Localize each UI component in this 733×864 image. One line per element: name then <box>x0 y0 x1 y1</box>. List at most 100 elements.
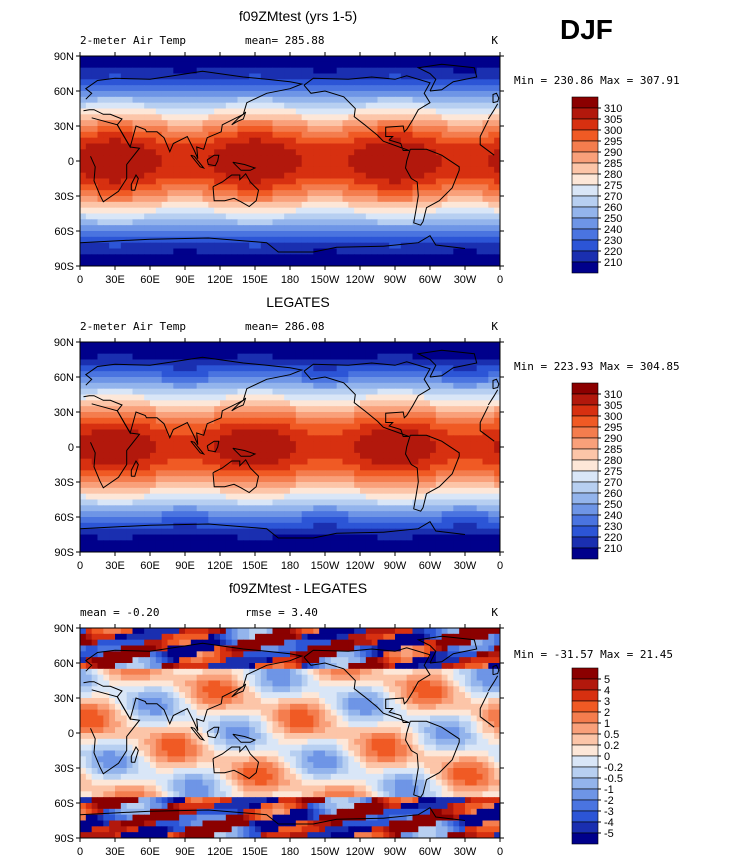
panel-title: f09ZMtest (yrs 1-5) <box>239 8 357 24</box>
lon-tick-label: 30W <box>454 560 477 572</box>
panel-units: K <box>491 606 498 619</box>
colorbar-label: 250 <box>604 213 622 225</box>
colorbar-label: 270 <box>604 477 622 489</box>
coastline <box>190 154 206 170</box>
coastline <box>303 361 431 437</box>
colorbar-swatch <box>571 228 599 241</box>
colorbar-label: -2 <box>604 795 614 807</box>
panel-units: K <box>491 34 498 47</box>
colorbar <box>571 96 601 274</box>
panel-minmax: Min = -31.57 Max = 21.45 <box>514 648 673 661</box>
coastline <box>303 75 431 151</box>
lon-tick-label: 90E <box>175 274 195 286</box>
lat-tick-label: 30S <box>54 191 74 203</box>
map-field <box>80 628 500 838</box>
colorbar-swatch <box>571 810 599 823</box>
colorbar-swatch <box>571 459 599 472</box>
lon-tick-label: 150E <box>242 846 268 858</box>
colorbar-swatch <box>571 426 599 439</box>
coastline <box>232 447 257 457</box>
colorbar-label: 210 <box>604 257 622 269</box>
lon-tick-label: 0 <box>77 846 83 858</box>
coastline <box>190 726 206 742</box>
coastline <box>83 70 304 159</box>
map-field <box>80 56 500 266</box>
coastline <box>303 647 431 723</box>
panel-left-label: 2-meter Air Temp <box>80 320 186 333</box>
colorbar-label: 295 <box>604 136 622 148</box>
coastline <box>416 63 478 92</box>
colorbar-label: 230 <box>604 521 622 533</box>
coastline <box>404 148 460 226</box>
colorbar-label: 210 <box>604 543 622 555</box>
colorbar-label: -0.5 <box>604 773 623 785</box>
colorbar-swatch <box>571 184 599 197</box>
colorbar-swatch <box>571 514 599 527</box>
colorbar-label: 275 <box>604 180 622 192</box>
coastline <box>231 397 247 412</box>
colorbar-swatch <box>571 788 599 801</box>
colorbar-label: 1 <box>604 718 610 730</box>
lat-tick-label: 0 <box>68 442 74 454</box>
colorbar-swatch <box>571 766 599 779</box>
lon-tick-label: 60W <box>419 846 442 858</box>
colorbar-swatch <box>571 799 599 812</box>
map-panel-3 <box>76 624 601 845</box>
lon-tick-label: 120E <box>207 274 233 286</box>
lon-tick-label: 0 <box>77 560 83 572</box>
panel-minmax: Min = 223.93 Max = 304.85 <box>514 360 680 373</box>
colorbar-label: 260 <box>604 488 622 500</box>
coastline <box>83 356 304 445</box>
coastline <box>479 119 495 156</box>
lon-tick-label: 150W <box>311 846 340 858</box>
lat-tick-label: 60N <box>54 86 74 98</box>
colorbar-swatch <box>571 173 599 186</box>
lat-tick-label: 90S <box>54 261 74 273</box>
colorbar-label: 275 <box>604 466 622 478</box>
colorbar-label: 240 <box>604 510 622 522</box>
lon-tick-label: 90W <box>384 274 407 286</box>
coastline <box>130 174 139 191</box>
coastline <box>190 440 206 456</box>
lon-tick-label: 0 <box>497 274 503 286</box>
colorbar-swatch <box>571 711 599 724</box>
colorbar-label: 295 <box>604 422 622 434</box>
colorbar-swatch <box>571 96 599 109</box>
coastline <box>83 642 304 731</box>
lat-tick-label: 60S <box>54 226 74 238</box>
lat-tick-label: 60S <box>54 512 74 524</box>
colorbar-swatch <box>571 437 599 450</box>
lon-tick-label: 90E <box>175 560 195 572</box>
colorbar-swatch <box>571 755 599 768</box>
colorbar-swatch <box>571 689 599 702</box>
lat-tick-label: 30N <box>54 121 74 133</box>
colorbar-swatch <box>571 206 599 219</box>
lon-tick-label: 150W <box>311 274 340 286</box>
coastline <box>479 691 495 728</box>
colorbar <box>571 382 601 560</box>
lat-tick-label: 90N <box>54 623 74 635</box>
coastline <box>130 460 139 477</box>
lon-tick-label: 90E <box>175 846 195 858</box>
colorbar-label: 300 <box>604 411 622 423</box>
lon-tick-label: 60W <box>419 560 442 572</box>
colorbar-swatch <box>571 536 599 549</box>
coastline <box>487 103 499 120</box>
colorbar-label: 280 <box>604 169 622 181</box>
colorbar-swatch <box>571 470 599 483</box>
lon-tick-label: 30W <box>454 274 477 286</box>
colorbar-swatch <box>571 261 599 274</box>
colorbar-swatch <box>571 722 599 735</box>
coastline <box>212 744 260 780</box>
lat-tick-label: 90S <box>54 833 74 845</box>
colorbar-label: 240 <box>604 224 622 236</box>
lon-tick-label: 150E <box>242 274 268 286</box>
lon-tick-label: 180 <box>281 274 299 286</box>
lon-tick-label: 150E <box>242 560 268 572</box>
panel-stat-label: rmse = 3.40 <box>245 606 318 619</box>
panel-units: K <box>491 320 498 333</box>
colorbar-swatch <box>571 217 599 230</box>
map-panel-1 <box>76 52 601 274</box>
lon-tick-label: 120E <box>207 846 233 858</box>
